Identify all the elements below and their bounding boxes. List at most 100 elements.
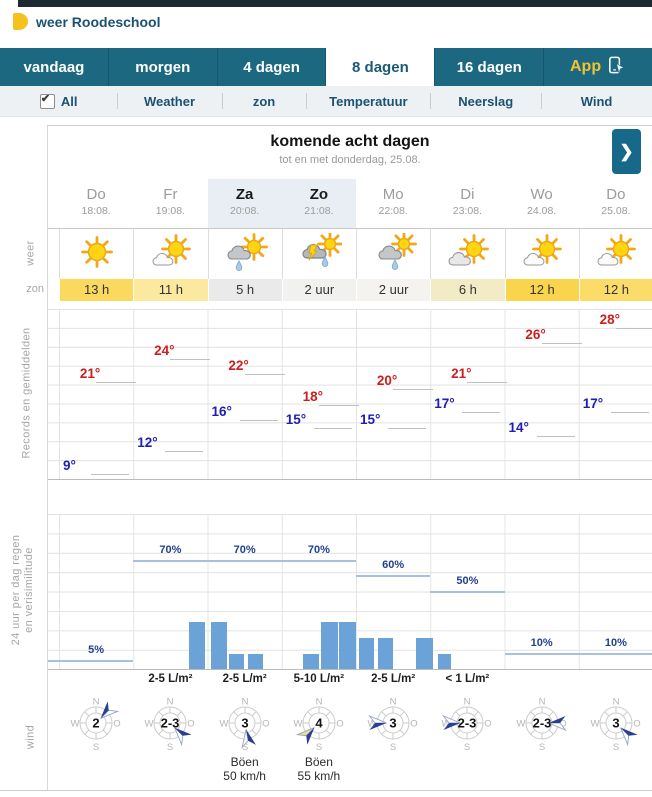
weer-row-label: weer bbox=[24, 240, 37, 266]
filter-temperatuur[interactable]: Temperatuur bbox=[306, 86, 430, 116]
precipitation-bar bbox=[248, 654, 263, 669]
svg-text:2-3: 2-3 bbox=[458, 716, 477, 731]
temp-min-value: 17° bbox=[434, 396, 455, 412]
wind-row-label: wind bbox=[24, 724, 37, 750]
svg-text:W: W bbox=[219, 719, 228, 730]
sun-hours-cell: 2 uur bbox=[356, 279, 431, 301]
sun-hours-cell: 13 h bbox=[59, 279, 134, 301]
temp-max-value: 24° bbox=[154, 342, 175, 358]
filter-wind[interactable]: Wind bbox=[541, 86, 652, 116]
svg-text:O: O bbox=[559, 719, 566, 730]
all-checkbox[interactable]: ✔ bbox=[39, 92, 55, 109]
svg-text:S: S bbox=[241, 742, 247, 753]
temperature-axis-label: Records en gemiddelden bbox=[20, 327, 33, 459]
sun-hours-cell: 5 h bbox=[207, 279, 282, 301]
filter-weather[interactable]: Weather bbox=[117, 86, 221, 116]
compass-icon: N S W O 4 bbox=[293, 697, 343, 754]
temp-min-value: 17° bbox=[582, 396, 604, 412]
svg-text:O: O bbox=[410, 719, 417, 730]
day-name: Do bbox=[606, 186, 626, 203]
temp-min-value: 15° bbox=[360, 411, 381, 427]
precipitation-axis-label: 24 uur per dag regen en verisimilitude bbox=[10, 534, 35, 646]
filter-neerslag[interactable]: Neerslag bbox=[430, 86, 541, 116]
svg-text:S: S bbox=[316, 742, 322, 753]
probability-value: 10% bbox=[530, 636, 553, 649]
all-label: All bbox=[60, 93, 78, 109]
svg-text:O: O bbox=[336, 719, 343, 730]
page-title: weer Roodeschool bbox=[36, 13, 161, 30]
wind-compass: N S W O 3 bbox=[579, 693, 652, 791]
brand: weer Roodeschool bbox=[13, 13, 160, 30]
weather-cell bbox=[578, 229, 652, 279]
precipitation-bar bbox=[416, 638, 433, 669]
wind-compass: N S W O 3 bbox=[356, 693, 430, 791]
layer-toggle-bar: ✔ All Weather zon Temperatuur Neerslag Wind bbox=[0, 86, 652, 117]
svg-text:N: N bbox=[315, 697, 322, 708]
sun-icon bbox=[74, 233, 120, 276]
weather-icon-row bbox=[48, 229, 652, 279]
temp-max-marker bbox=[467, 381, 508, 383]
day-date: 20:08. bbox=[230, 205, 260, 217]
temp-min-marker bbox=[536, 435, 575, 437]
probability-line bbox=[48, 660, 134, 663]
temp-max-value: 21° bbox=[451, 365, 472, 381]
chevron-right-icon: ❯ bbox=[619, 141, 634, 161]
check-icon: ✔ bbox=[40, 92, 51, 105]
cloud-sun-icon bbox=[445, 233, 491, 276]
tab-app[interactable]: App bbox=[543, 48, 652, 86]
tab-vandaag[interactable]: vandaag bbox=[23, 58, 85, 76]
wind-compass: N S W O 3 bbox=[208, 693, 282, 791]
precipitation-bar bbox=[378, 638, 393, 669]
compass-icon: N S W O 3 bbox=[368, 697, 418, 754]
filter-zon[interactable]: zon bbox=[221, 86, 307, 116]
temp-max-value: 28° bbox=[599, 311, 621, 327]
svg-text:S: S bbox=[93, 742, 99, 753]
probability-line bbox=[504, 652, 652, 655]
compass-icon: N S W O 2-3 bbox=[516, 697, 567, 753]
tab-8-dagen[interactable]: 8 dagen bbox=[325, 48, 435, 86]
sun-hours-cell: 12 h bbox=[578, 279, 652, 301]
precipitation-bar bbox=[321, 622, 338, 669]
svg-text:W: W bbox=[145, 719, 154, 730]
day-name: Fr bbox=[163, 186, 178, 203]
svg-text:O: O bbox=[113, 719, 120, 730]
tab-morgen[interactable]: morgen bbox=[107, 48, 217, 86]
wind-compass: N S W O 4 bbox=[282, 693, 356, 791]
probability-value: 10% bbox=[604, 636, 627, 649]
probability-line bbox=[430, 590, 505, 593]
temperature-chart: 21° 24° 22° 18° 20° 21° 26° 28° 9° 12° 16° 15° 15° 17… bbox=[48, 309, 652, 480]
gust-word: Böen bbox=[230, 755, 259, 769]
temp-max-value: 26° bbox=[525, 327, 546, 343]
svg-text:N: N bbox=[167, 697, 174, 708]
compass-icon: N S W O 2 bbox=[71, 697, 121, 754]
day-name: Za bbox=[235, 186, 254, 203]
day-header-Do-18:08.: Do 18:08. bbox=[59, 179, 133, 228]
tab-16-dagen[interactable]: 16 dagen bbox=[434, 48, 543, 86]
day-header-Di-23:08.: Di 23:08. bbox=[430, 179, 504, 228]
probability-value: 70% bbox=[233, 543, 256, 556]
precipitation-bar bbox=[339, 622, 356, 669]
svg-text:S: S bbox=[390, 742, 396, 753]
compass-icon: N S W O 3 bbox=[590, 697, 640, 754]
svg-text:S: S bbox=[538, 742, 544, 753]
weather-cell bbox=[356, 229, 430, 279]
phone-cursor-icon bbox=[607, 56, 626, 79]
filter-all[interactable]: ✔ All bbox=[0, 86, 117, 116]
precipitation-chart: 5% 70% 70% 70% 60% 50% 10% 10% bbox=[48, 514, 652, 670]
next-period-button[interactable]: ❯ bbox=[612, 129, 641, 174]
weather-cell bbox=[207, 229, 282, 279]
tab-4-dagen[interactable]: 4 dagen bbox=[216, 48, 326, 86]
precipitation-bar bbox=[438, 654, 451, 669]
gust-speed: 50 km/h bbox=[223, 769, 266, 783]
compass-icon: N S W O 3 bbox=[219, 697, 269, 754]
svg-text:2-3: 2-3 bbox=[161, 716, 180, 731]
precipitation-amount: 2-5 L/m² bbox=[148, 673, 193, 685]
gust-speed: 55 km/h bbox=[297, 769, 341, 783]
temp-min-marker bbox=[239, 420, 278, 422]
gust-label: Böen 50 km/h bbox=[223, 755, 266, 783]
compass-icon: N S W O 2-3 bbox=[442, 697, 492, 754]
svg-text:N: N bbox=[538, 697, 545, 708]
day-date: 19:08. bbox=[155, 205, 185, 217]
day-header-Zo-21:08.: Zo 21:08. bbox=[281, 179, 356, 228]
